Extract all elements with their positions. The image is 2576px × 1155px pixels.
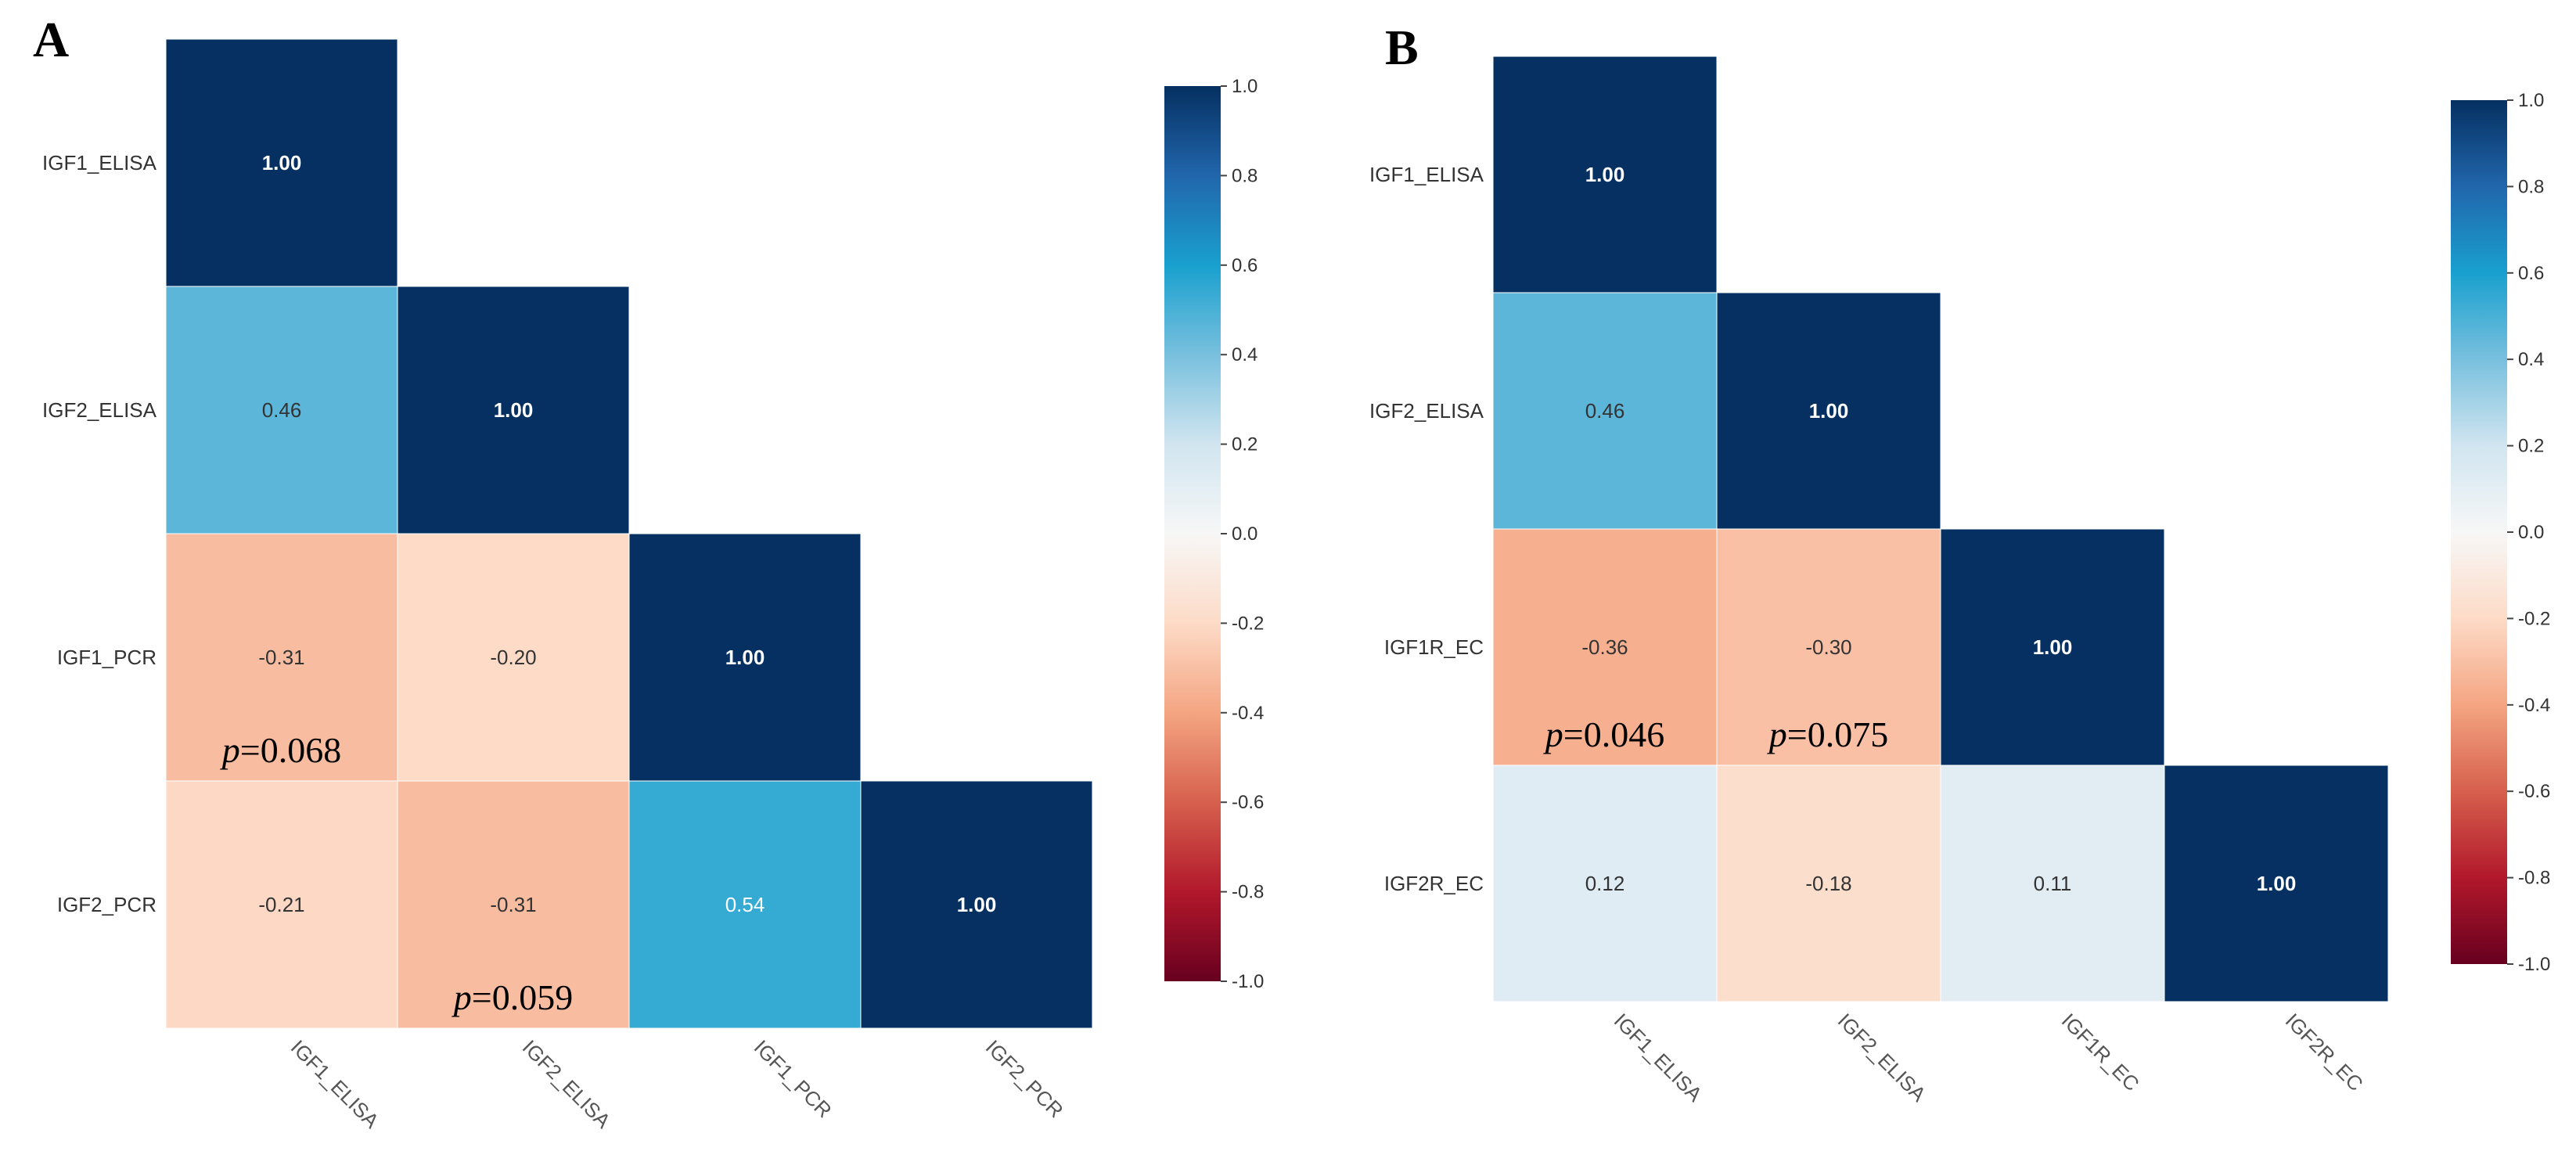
row-label: IGF1_ELISA (42, 151, 157, 175)
colorbar-tick-label: 0.0 (2518, 522, 2544, 543)
colorbar-tick-label: 0.6 (2518, 263, 2544, 284)
colorbar-tick-label: 0.0 (1232, 524, 1257, 545)
column-label: IGF1R_EC (2057, 1009, 2144, 1096)
cell-value-label: 1.00 (494, 398, 534, 422)
colorbar-tick-label: 0.2 (2518, 436, 2544, 457)
colorbar-tick-label: 0.4 (1232, 344, 1257, 365)
colorbar-tick-label: -1.0 (1232, 971, 1264, 992)
cell-value-label: 1.00 (1585, 163, 1625, 186)
row-label: IGF2_PCR (57, 893, 157, 916)
row-label: IGF2_ELISA (42, 398, 157, 422)
colorbar-tick-label: -0.6 (2518, 781, 2550, 802)
cell-value-label: -0.31 (490, 893, 536, 916)
heatmap-cell (1716, 292, 1941, 530)
heatmap-cell (397, 533, 630, 782)
cell-value-label: 1.00 (2257, 872, 2297, 895)
heatmap-cell (1716, 528, 1941, 766)
colorbar-tick-label: -0.2 (2518, 608, 2550, 629)
cell-value-label: 0.12 (1585, 872, 1625, 895)
colorbar (2451, 100, 2507, 964)
heatmap-cell (165, 38, 398, 287)
colorbar-tick-label: 1.0 (2518, 90, 2544, 111)
heatmap-cell (628, 533, 862, 782)
heatmap-cell (397, 286, 630, 534)
colorbar-tick-label: -0.6 (1232, 792, 1264, 813)
colorbar-tick-label: 0.4 (2518, 349, 2544, 370)
heatmap-cell (1492, 292, 1718, 530)
cell-value-label: 1.00 (725, 646, 765, 669)
colorbar-tick-label: -0.8 (2518, 868, 2550, 889)
cell-value-label: -0.30 (1805, 635, 1851, 659)
heatmap-cell (1492, 765, 1718, 1002)
panel-a: A 1.00 0.46 1.00 -0.31 -0.20 1.00 -0.21 -0.31 0.5… (33, 12, 1264, 1133)
p-value-annotation: p=0.075 (1767, 714, 1888, 754)
heatmap-cell (1716, 765, 1941, 1002)
cell-value-label: 0.46 (1585, 399, 1625, 423)
colorbar-tick-label: 1.0 (1232, 76, 1257, 97)
heatmap-cell (397, 780, 630, 1029)
row-label: IGF1_ELISA (1369, 163, 1484, 186)
cell-value-label: -0.36 (1581, 635, 1628, 659)
colorbar-tick-label: 0.2 (1232, 434, 1257, 455)
heatmap-cell (165, 780, 398, 1029)
panel-letter: A (33, 12, 69, 67)
colorbar (1164, 86, 1221, 981)
heatmap-cell (628, 780, 862, 1029)
cell-value-label: -0.18 (1805, 872, 1851, 895)
heatmap-cell (1492, 528, 1718, 766)
colorbar-tick-label: -1.0 (2518, 954, 2550, 975)
cell-value-label: 1.00 (957, 893, 997, 916)
row-label: IGF1R_EC (1384, 635, 1484, 659)
cell-value-label: 0.54 (725, 893, 765, 916)
column-label: IGF1_ELISA (286, 1035, 384, 1133)
row-label: IGF1_PCR (57, 646, 157, 669)
colorbar-tick-label: -0.4 (1232, 703, 1264, 724)
colorbar-tick-label: -0.4 (2518, 695, 2550, 716)
heatmap-cell (165, 533, 398, 782)
colorbar-tick-label: -0.8 (1232, 882, 1264, 903)
heatmap-cell (1940, 765, 2165, 1002)
colorbar-tick-label: 0.6 (1232, 255, 1257, 276)
cell-value-label: -0.31 (258, 646, 304, 669)
cell-value-label: -0.21 (258, 893, 304, 916)
panel-b: B 1.00 0.46 1.00 -0.36 -0.30 1.00 0.12 -0.18 0.11… (1369, 20, 2550, 1106)
column-label: IGF2_PCR (981, 1035, 1068, 1122)
heatmap-cell (860, 780, 1093, 1029)
panel-letter: B (1385, 20, 1419, 75)
p-value-annotation: p=0.046 (1543, 714, 1664, 754)
colorbar-tick-label: 0.8 (1232, 165, 1257, 186)
column-label: IGF2_ELISA (518, 1035, 616, 1133)
p-value-annotation: p=0.068 (220, 730, 341, 770)
cell-value-label: 1.00 (1809, 399, 1849, 423)
cell-value-label: -0.20 (490, 646, 536, 669)
heatmap-cell (1492, 56, 1718, 293)
cell-value-label: 0.11 (2034, 872, 2072, 895)
cell-value-label: 0.46 (262, 398, 302, 422)
cell-value-label: 1.00 (2033, 635, 2073, 659)
heatmap-cell (165, 286, 398, 534)
row-label: IGF2R_EC (1384, 872, 1484, 895)
p-value-annotation: p=0.059 (452, 977, 573, 1017)
colorbar-tick-label: 0.8 (2518, 176, 2544, 197)
column-label: IGF1_PCR (750, 1035, 836, 1122)
heatmap-cell (1940, 528, 2165, 766)
column-label: IGF2R_EC (2281, 1009, 2368, 1096)
heatmap-cell (2164, 765, 2389, 1002)
column-label: IGF2_ELISA (1833, 1009, 1931, 1106)
column-label: IGF1_ELISA (1610, 1009, 1707, 1106)
colorbar-tick-label: -0.2 (1232, 613, 1264, 634)
cell-value-label: 1.00 (262, 151, 302, 175)
row-label: IGF2_ELISA (1369, 399, 1484, 423)
